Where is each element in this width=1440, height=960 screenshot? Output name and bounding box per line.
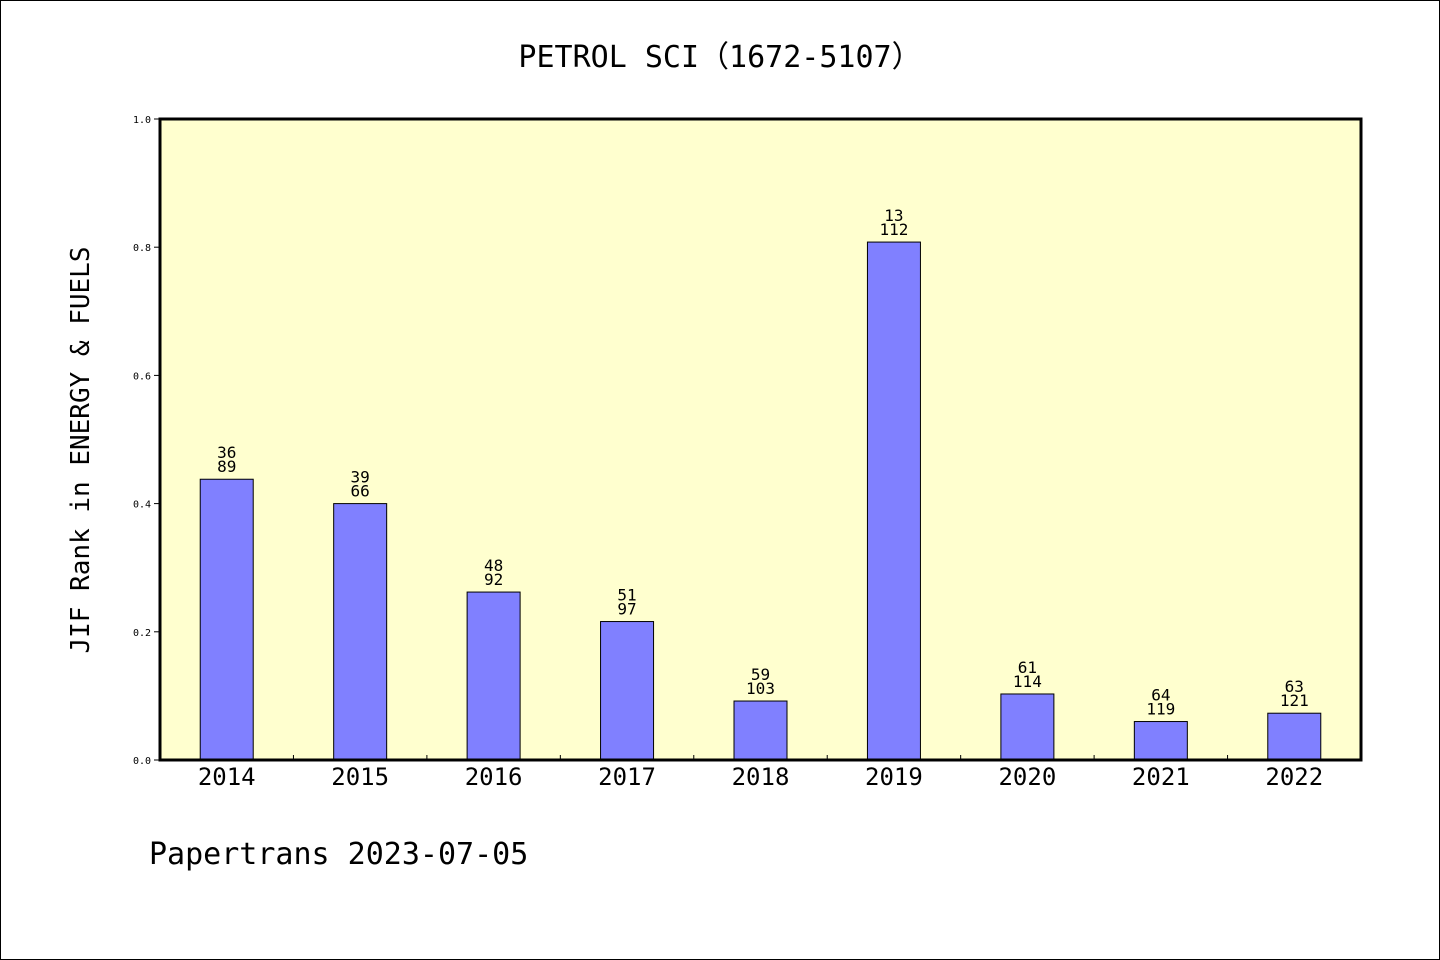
y-tick-label: 1.0 xyxy=(133,115,151,126)
bar-total-label: 66 xyxy=(351,482,370,501)
y-tick-label: 0.8 xyxy=(133,243,151,254)
bar-2020 xyxy=(1000,693,1055,761)
bar-rank-label: 63 xyxy=(1285,677,1304,696)
y-axis-ticks: 0.0 0.2 0.4 0.6 0.8 1.0 xyxy=(133,115,160,767)
chart-title: PETROL SCI（1672-5107） xyxy=(518,40,921,75)
y-tick-label: 0.0 xyxy=(133,756,151,767)
x-tick-label: 2017 xyxy=(598,763,656,791)
bar-rank-label: 39 xyxy=(351,468,370,487)
x-tick-label: 2018 xyxy=(732,763,790,791)
bar-total-label: 121 xyxy=(1280,691,1309,710)
bar-2019 xyxy=(866,241,921,761)
bar-rank-label: 59 xyxy=(751,665,770,684)
bar-2021 xyxy=(1133,721,1188,761)
bar-total-label: 89 xyxy=(217,457,236,476)
bar-total-label: 119 xyxy=(1146,700,1175,719)
y-tick-label: 0.4 xyxy=(133,500,151,511)
bar-rank-label: 51 xyxy=(617,586,636,605)
bar-total-label: 103 xyxy=(746,679,775,698)
x-tick-label: 2021 xyxy=(1132,763,1190,791)
y-tick-label: 0.6 xyxy=(133,371,151,382)
bar-2016 xyxy=(466,591,521,761)
y-tick-label: 0.2 xyxy=(133,628,151,639)
plot-border xyxy=(158,117,1363,762)
bar-rank-label: 61 xyxy=(1018,658,1037,677)
bar-rank-label: 36 xyxy=(217,443,236,462)
bar-2014 xyxy=(199,478,254,761)
bar-rank-label: 48 xyxy=(484,556,503,575)
bar-total-label: 92 xyxy=(484,570,503,589)
x-axis-ticks: 2014 2015 2016 2017 2018 2019 2020 2021 2022 xyxy=(198,755,1323,791)
x-tick-label: 2016 xyxy=(465,763,523,791)
y-axis-label: JIF Rank in ENERGY & FUELS xyxy=(66,247,96,654)
bar-total-label: 112 xyxy=(879,220,908,239)
x-tick-label: 2015 xyxy=(331,763,389,791)
x-tick-label: 2014 xyxy=(198,763,256,791)
bar-total-label: 97 xyxy=(617,600,636,619)
bar-total-label: 114 xyxy=(1013,672,1042,691)
x-tick-label: 2020 xyxy=(998,763,1056,791)
footer-text: Papertrans 2023-07-05 xyxy=(149,837,528,872)
bar-rank-label: 13 xyxy=(884,206,903,225)
bar-rank-label: 64 xyxy=(1151,686,1170,705)
bar-2022 xyxy=(1267,712,1322,761)
x-tick-label: 2022 xyxy=(1265,763,1323,791)
bar-2018 xyxy=(733,700,788,761)
x-tick-label: 2019 xyxy=(865,763,923,791)
bar-2015 xyxy=(333,503,388,761)
bar-2017 xyxy=(600,621,655,761)
